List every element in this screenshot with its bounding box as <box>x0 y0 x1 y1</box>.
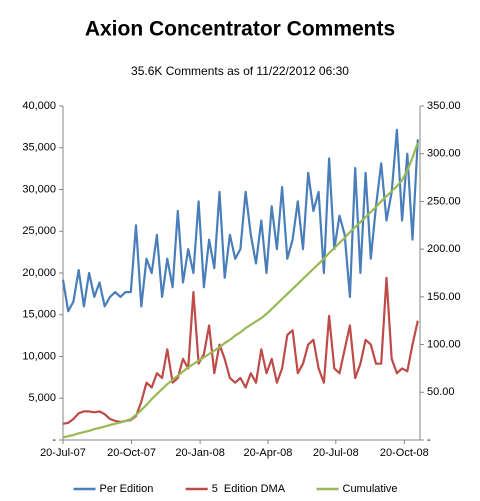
y-tick-label: 15,000 <box>22 309 56 321</box>
x-tick-label: 20-Jan-08 <box>175 447 225 459</box>
y-tick-label: 25,000 <box>22 225 56 237</box>
x-tick-label: 20-Oct-07 <box>107 447 156 459</box>
y-tick-label: 5,000 <box>28 392 56 404</box>
legend-label: Cumulative <box>343 483 398 495</box>
y2-tick-label: - <box>427 434 431 446</box>
legend-label: 5 Edition DMA <box>212 483 286 495</box>
y2-tick-label: 150.00 <box>427 291 461 303</box>
y2-tick-label: 250.00 <box>427 195 461 207</box>
y-tick-label: 20,000 <box>22 267 56 279</box>
y-tick-label: - <box>52 434 56 446</box>
y2-tick-label: 200.00 <box>427 243 461 255</box>
series-line <box>61 128 419 313</box>
y2-tick-label: 350.00 <box>427 100 461 112</box>
y2-tick-label: 50.00 <box>427 386 455 398</box>
x-tick-label: 20-Apr-08 <box>243 447 292 459</box>
x-tick-label: 20-Oct-08 <box>380 447 429 459</box>
series-line <box>62 142 419 439</box>
x-tick-label: 20-Jul-07 <box>40 447 86 459</box>
chart-subtitle: 35.6K Comments as of 11/22/2012 06:30 <box>131 64 349 78</box>
y-tick-label: 40,000 <box>22 100 56 112</box>
series-line <box>62 276 419 425</box>
chart-title: Axion Concentrator Comments <box>85 18 395 41</box>
y-tick-label: 35,000 <box>22 142 56 154</box>
y2-tick-label: 100.00 <box>427 338 461 350</box>
y-tick-label: 10,000 <box>22 350 56 362</box>
y2-tick-label: 300.00 <box>427 148 461 160</box>
y-tick-label: 30,000 <box>22 183 56 195</box>
legend-label: Per Edition <box>100 483 154 495</box>
x-tick-label: 20-Jul-08 <box>313 447 359 459</box>
